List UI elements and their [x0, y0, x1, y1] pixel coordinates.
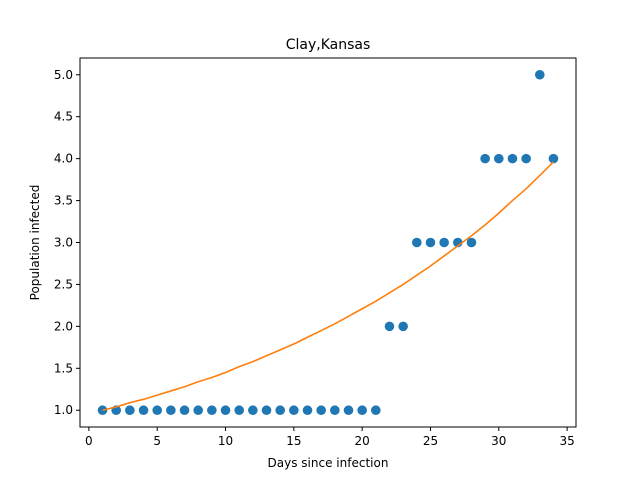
data-point: [439, 237, 449, 248]
x-tick-label: 25: [423, 434, 438, 448]
data-point: [261, 405, 272, 416]
data-point: [330, 405, 340, 416]
data-point: [493, 153, 504, 164]
plot-area: [97, 69, 559, 416]
x-tick-label: 20: [355, 434, 370, 448]
x-tick-label: 30: [491, 434, 506, 448]
data-point: [425, 237, 436, 248]
fit-curve-line: [102, 161, 555, 412]
y-axis-ticks: 1.0 1.5 2.0 2.5 3.0 3.5 4.0 4.5 5.0: [54, 68, 80, 417]
data-point: [302, 405, 313, 416]
x-tick-label: 5: [153, 434, 161, 448]
chart-title: Clay,Kansas: [286, 37, 371, 53]
data-point: [138, 405, 149, 416]
data-point: [275, 405, 285, 416]
y-tick-label: 2.5: [54, 277, 73, 291]
y-tick-label: 3.5: [54, 194, 73, 208]
data-point: [220, 405, 231, 416]
axes-frame: [79, 57, 577, 428]
x-axis-label: Days since infection: [268, 456, 389, 470]
data-point: [398, 321, 408, 332]
data-point: [357, 405, 367, 416]
y-tick-label: 1.5: [54, 361, 73, 375]
data-point: [534, 69, 545, 80]
data-point: [234, 405, 244, 416]
data-point: [507, 153, 518, 164]
y-tick-label: 4.5: [54, 110, 73, 124]
y-tick-label: 1.0: [54, 403, 73, 417]
data-point: [384, 321, 395, 332]
data-point: [548, 153, 559, 164]
data-point: [289, 405, 299, 416]
data-point: [412, 237, 422, 248]
data-point: [248, 405, 258, 416]
x-tick-label: 35: [559, 434, 574, 448]
data-point: [97, 405, 108, 416]
data-point: [371, 405, 381, 416]
data-point: [152, 405, 163, 416]
data-point: [207, 405, 217, 416]
x-tick-label: 0: [85, 434, 93, 448]
data-point: [125, 405, 135, 416]
x-tick-label: 15: [286, 434, 301, 448]
data-point: [521, 153, 531, 164]
x-axis-ticks: 0 5 10 15 20 25 30 35: [85, 427, 575, 448]
data-point: [166, 405, 176, 416]
data-point: [316, 405, 326, 416]
y-tick-label: 5.0: [54, 68, 73, 82]
data-point: [480, 153, 490, 164]
y-tick-label: 3.0: [54, 236, 73, 250]
x-tick-label: 10: [218, 434, 233, 448]
data-point: [466, 237, 477, 248]
y-tick-label: 2.0: [54, 319, 73, 333]
data-point: [179, 405, 190, 416]
data-point: [343, 405, 354, 416]
data-point: [193, 405, 203, 416]
y-axis-label: Population infected: [28, 185, 42, 301]
y-tick-label: 4.0: [54, 152, 73, 166]
